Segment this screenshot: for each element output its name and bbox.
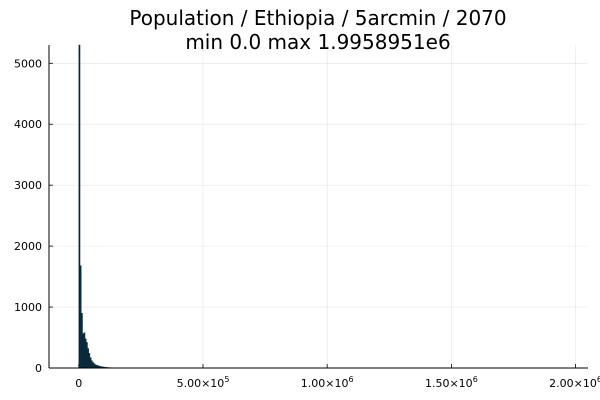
axes	[48, 45, 588, 369]
chart-title-line-2: min 0.0 max 1.9958951e6	[185, 30, 450, 54]
x-tick-label: 1.50×106	[425, 375, 478, 390]
chart-title-line-1: Population / Ethiopia / 5arcmin / 2070	[129, 6, 506, 30]
x-tick-label: 0	[75, 377, 82, 390]
y-tick-label: 2000	[14, 240, 42, 253]
histogram-bars	[78, 44, 129, 369]
y-tick-label: 4000	[14, 118, 42, 131]
y-tick-label: 1000	[14, 301, 42, 314]
x-tick-label: 5.00×105	[177, 375, 230, 390]
y-tick-label: 5000	[14, 57, 42, 70]
y-tick-label: 3000	[14, 179, 42, 192]
grid-lines	[49, 45, 588, 369]
y-tick-label: 0	[35, 362, 42, 375]
x-tick-label: 2.00×106	[549, 375, 600, 390]
tick-labels: 0 1000 2000 3000 4000 5000 0 5.00×105 1.00×106 1.…	[14, 57, 600, 390]
x-tick-label: 1.00×106	[301, 375, 354, 390]
